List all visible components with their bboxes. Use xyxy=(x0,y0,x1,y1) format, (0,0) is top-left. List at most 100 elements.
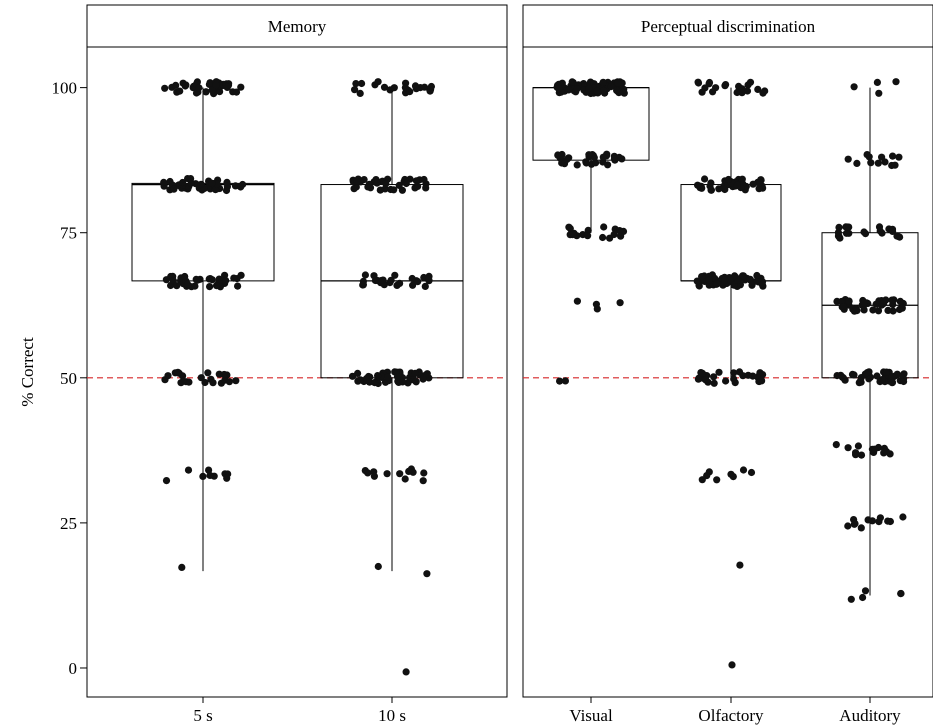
data-point xyxy=(616,299,624,307)
data-point xyxy=(847,595,855,603)
data-point xyxy=(896,233,904,241)
data-point xyxy=(393,373,402,381)
data-point xyxy=(614,79,622,87)
data-point xyxy=(599,87,608,95)
data-point xyxy=(892,78,900,86)
data-point xyxy=(715,368,723,376)
data-point xyxy=(868,517,877,525)
data-point xyxy=(753,271,761,280)
data-point xyxy=(237,83,245,91)
data-point xyxy=(694,375,703,383)
data-point xyxy=(853,307,861,315)
panel-frame xyxy=(522,46,933,698)
data-point xyxy=(755,185,763,193)
data-point xyxy=(585,85,593,93)
data-point xyxy=(384,373,392,381)
data-point xyxy=(743,87,752,95)
data-point xyxy=(556,377,564,385)
data-point xyxy=(179,178,187,187)
data-point xyxy=(230,274,238,282)
data-point xyxy=(208,179,216,187)
data-point xyxy=(212,282,221,290)
data-point xyxy=(851,520,859,528)
data-point xyxy=(421,282,429,290)
data-point xyxy=(859,593,867,602)
data-point xyxy=(223,178,231,186)
data-point xyxy=(202,88,210,96)
data-point xyxy=(694,78,702,86)
data-point xyxy=(709,88,717,96)
data-point xyxy=(878,153,886,161)
data-point xyxy=(884,306,892,314)
data-point xyxy=(374,372,382,380)
y-tick-label: 0 xyxy=(69,659,78,678)
data-point xyxy=(705,276,713,284)
data-point xyxy=(181,272,189,281)
data-point xyxy=(187,175,195,183)
data-point xyxy=(713,476,721,484)
data-point xyxy=(419,375,427,383)
data-point xyxy=(604,161,612,169)
data-point xyxy=(600,223,608,231)
data-point xyxy=(364,469,372,477)
data-point xyxy=(710,379,718,387)
data-point xyxy=(888,379,896,387)
data-point xyxy=(861,587,870,595)
data-point xyxy=(220,370,228,379)
data-point xyxy=(414,182,422,190)
data-point xyxy=(722,377,730,385)
data-point xyxy=(707,179,715,187)
data-point xyxy=(875,89,883,97)
strip-box xyxy=(522,4,933,48)
data-point xyxy=(884,517,892,525)
data-point xyxy=(854,442,863,450)
data-point xyxy=(222,186,231,195)
data-point xyxy=(599,78,607,86)
data-point xyxy=(753,277,761,285)
box-body xyxy=(131,182,275,282)
panel-perceptual: Perceptual discrimination Visual Olfactory… xyxy=(522,4,933,725)
data-point xyxy=(172,81,180,89)
data-point xyxy=(863,369,871,377)
data-point xyxy=(874,159,882,167)
data-point xyxy=(382,180,390,188)
data-point xyxy=(744,371,752,379)
data-point xyxy=(860,306,868,314)
data-point xyxy=(422,184,430,192)
data-point xyxy=(871,445,879,453)
data-point xyxy=(747,468,756,477)
data-point xyxy=(834,228,843,237)
data-point xyxy=(563,155,571,163)
data-point xyxy=(584,226,592,234)
box-body xyxy=(680,184,782,282)
data-point xyxy=(199,472,207,480)
data-point xyxy=(225,378,233,386)
data-point xyxy=(411,369,419,377)
data-point xyxy=(555,85,563,93)
data-point xyxy=(616,227,624,235)
data-point xyxy=(730,369,738,377)
data-point xyxy=(585,151,593,159)
data-point xyxy=(376,186,384,194)
data-point xyxy=(861,230,870,238)
data-point xyxy=(758,280,766,288)
data-point xyxy=(401,475,409,483)
data-point xyxy=(182,81,190,89)
x-tick-label: 5 s xyxy=(193,706,212,725)
data-point xyxy=(206,471,214,479)
panel-memory: Memory 5 s 10 s xyxy=(86,4,508,725)
data-point xyxy=(893,370,901,378)
data-point xyxy=(371,379,379,387)
data-point xyxy=(208,86,216,94)
data-point xyxy=(721,185,729,194)
data-point xyxy=(356,376,364,384)
data-point xyxy=(365,378,374,386)
data-point xyxy=(420,469,428,477)
data-point xyxy=(749,180,757,188)
data-point xyxy=(390,84,398,92)
data-point xyxy=(731,272,739,280)
data-point xyxy=(234,282,242,290)
data-point xyxy=(372,176,380,184)
data-point xyxy=(736,561,744,569)
data-point xyxy=(197,374,205,382)
